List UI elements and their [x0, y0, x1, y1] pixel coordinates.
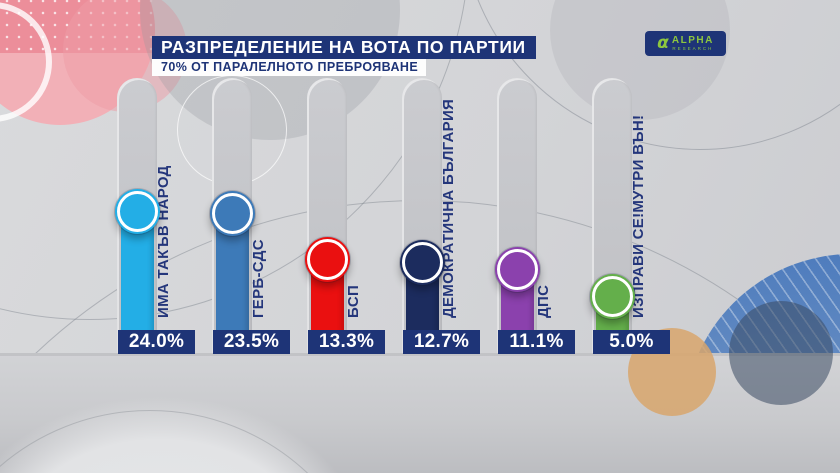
value-label: 24.0% — [118, 330, 195, 354]
party-label: ДПС — [535, 284, 552, 318]
logo-name: ALPHA — [671, 34, 714, 46]
value-label: 12.7% — [403, 330, 480, 354]
party-label: БСП — [345, 284, 362, 318]
logo-text: ALPHA RESEARCH — [671, 34, 714, 52]
party-label: ИЗПРАВИ СЕ!МУТРИ ВЪН! — [630, 114, 647, 318]
party-label: ДЕМОКРАТИЧНА БЪЛГАРИЯ — [440, 98, 457, 318]
value-label: 13.3% — [308, 330, 385, 354]
bar-ball — [589, 274, 635, 320]
alpha-research-logo: α ALPHA RESEARCH — [645, 31, 726, 56]
bar-fill — [215, 213, 249, 353]
party-label: ГЕРБ-СДС — [250, 239, 267, 318]
value-label: 5.0% — [593, 330, 670, 354]
navy-circle-decor — [729, 301, 833, 405]
bar-ball — [494, 246, 540, 292]
alpha-icon: α — [657, 33, 669, 53]
bar-ball — [114, 188, 160, 234]
value-label: 23.5% — [213, 330, 290, 354]
value-label: 11.1% — [498, 330, 575, 354]
chart-subtitle: 70% ОТ ПАРАЛЕЛНОТО ПРЕБРОЯВАНЕ — [152, 59, 427, 76]
logo-subtext: RESEARCH — [672, 45, 714, 51]
bar-ball — [304, 236, 350, 282]
bar-ball — [399, 239, 445, 285]
bar-fill — [120, 211, 154, 353]
bar-ball — [209, 190, 255, 236]
chart-title: РАЗПРЕДЕЛЕНИЕ НА ВОТА ПО ПАРТИИ — [152, 36, 536, 59]
party-label: ИМА ТАКЪВ НАРОД — [155, 165, 172, 318]
